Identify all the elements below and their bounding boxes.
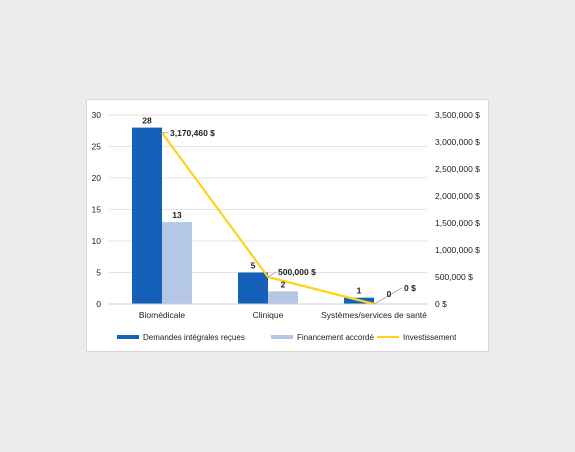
category-labels: Biomédicale Clinique Systèmes/services de … xyxy=(139,310,427,320)
category-label: Biomédicale xyxy=(139,310,186,320)
right-tick-label: 0 $ xyxy=(435,299,447,309)
legend-swatch xyxy=(117,335,139,339)
right-tick-label: 1,500,000 $ xyxy=(435,218,480,228)
left-tick-label: 25 xyxy=(92,142,102,152)
data-labels: 28 13 5 2 1 0 3,170,460 $ 500,000 $ 0 $ xyxy=(142,116,416,299)
bar-data-label: 2 xyxy=(281,279,286,289)
right-tick-label: 3,000,000 $ xyxy=(435,137,480,147)
bar xyxy=(238,272,268,304)
legend: Demandes intégrales reçues Financement ac… xyxy=(117,333,457,342)
bar-data-label: 28 xyxy=(142,116,152,126)
legend-entry: Financement accordé xyxy=(297,333,374,342)
bar xyxy=(132,127,162,304)
left-tick-label: 10 xyxy=(92,236,102,246)
right-tick-label: 2,000,000 $ xyxy=(435,191,480,201)
left-tick-label: 15 xyxy=(92,205,102,215)
category-label: Systèmes/services de santé xyxy=(321,310,427,320)
bar xyxy=(268,291,298,304)
left-tick-label: 0 xyxy=(96,299,101,309)
line-data-label: 3,170,460 $ xyxy=(170,128,215,138)
bars xyxy=(132,127,374,304)
line-data-label: 0 $ xyxy=(404,283,416,293)
right-tick-label: 500,000 $ xyxy=(435,272,473,282)
line-data-label: 500,000 $ xyxy=(278,267,316,277)
legend-entry: Demandes intégrales reçues xyxy=(143,333,245,342)
bar xyxy=(162,222,192,304)
left-tick-label: 20 xyxy=(92,173,102,183)
leader-line xyxy=(373,287,403,305)
right-tick-label: 3,500,000 $ xyxy=(435,110,480,120)
bar-data-label: 0 xyxy=(387,289,392,299)
right-tick-label: 2,500,000 $ xyxy=(435,164,480,174)
chart-card: 0 5 10 15 20 25 30 0 $500,000 $1,000,000 $1,50… xyxy=(86,99,489,352)
left-tick-label: 30 xyxy=(92,110,102,120)
legend-swatch xyxy=(271,335,293,339)
right-axis: 0 $ 500,000 $ 1,000,000 $ 1,500,000 $ 2,000,… xyxy=(435,110,480,309)
bar-data-label: 5 xyxy=(251,261,256,271)
leader-line xyxy=(267,271,277,278)
line-series xyxy=(161,132,403,306)
right-tick-label: 1,000,000 $ xyxy=(435,245,480,255)
category-label: Clinique xyxy=(253,310,284,320)
legend-entry: Investissement xyxy=(403,333,457,342)
left-tick-label: 5 xyxy=(96,268,101,278)
bar-data-label: 1 xyxy=(357,286,362,296)
left-axis: 0 5 10 15 20 25 30 xyxy=(92,110,102,309)
bar-data-label: 13 xyxy=(172,210,182,220)
